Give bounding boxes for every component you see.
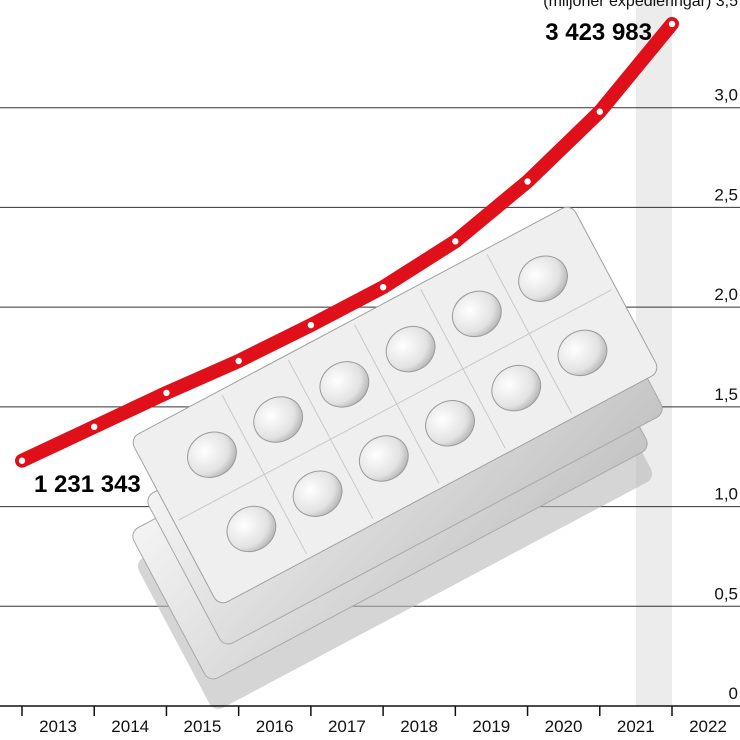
- x-tick-label: 2020: [545, 717, 583, 736]
- data-point: [596, 108, 603, 115]
- data-point: [379, 284, 387, 291]
- x-tick-label: 2015: [184, 717, 222, 736]
- x-tick-label: 2013: [39, 717, 77, 736]
- x-tick-label: 2019: [472, 717, 510, 736]
- callout-start-value: 1 231 343: [34, 471, 141, 498]
- series-line: [15, 16, 679, 468]
- data-point: [91, 423, 98, 430]
- y-tick-label: 2,0: [714, 285, 738, 304]
- y-tick-label: 1,5: [714, 385, 738, 404]
- y-axis-unit-label: (miljoner expedieringar) 3,5: [543, 0, 738, 10]
- pill-blister-illustration: [132, 206, 663, 709]
- data-point: [524, 178, 531, 185]
- x-tick-label: 2018: [400, 717, 438, 736]
- data-point: [163, 389, 170, 397]
- callout-end-value: 3 423 983: [545, 19, 652, 46]
- data-point: [235, 357, 242, 365]
- data-point: [452, 238, 459, 245]
- x-tick-label: 2016: [256, 717, 294, 736]
- x-tick-label: 2022: [689, 717, 727, 736]
- x-tick-label: 2021: [617, 717, 655, 736]
- y-tick-label: 3,0: [714, 86, 738, 105]
- y-tick-label: 2,5: [714, 185, 738, 204]
- x-tick-label: 2017: [328, 717, 366, 736]
- y-tick-label: 1,0: [714, 485, 738, 504]
- data-markers: [18, 20, 676, 464]
- y-axis-tick-labels: 0 0,5 1,0 1,5 2,0 2,5 3,0: [714, 86, 738, 703]
- x-tick-label: 2014: [111, 717, 149, 736]
- data-point: [668, 20, 676, 28]
- data-point: [307, 321, 315, 329]
- y-tick-label: 0: [729, 684, 738, 703]
- data-point: [18, 457, 26, 464]
- x-axis-tick-labels: 2013 2014 2015 2016 2017 2018 2019 2020 2021 2022: [21, 706, 727, 736]
- y-tick-label: 0,5: [714, 584, 738, 603]
